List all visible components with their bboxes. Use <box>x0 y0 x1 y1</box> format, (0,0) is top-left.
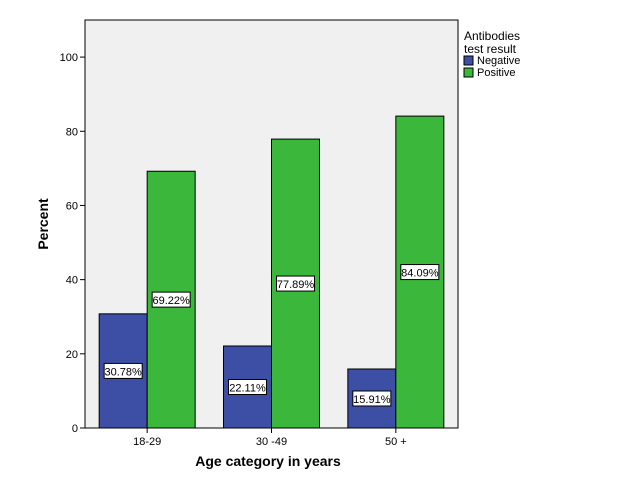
legend-swatch-positive <box>463 67 474 78</box>
x-tick-label: 50 + <box>385 436 407 448</box>
data-label-text: 69.22% <box>153 295 191 307</box>
data-label-positive-0: 69.22% <box>151 291 191 308</box>
legend-label-negative: Negative <box>477 55 520 67</box>
data-label-box <box>352 390 392 407</box>
data-label-box <box>228 378 267 395</box>
data-label-negative-1: 22.11% <box>228 378 267 395</box>
data-label-text: 22.11% <box>229 382 266 394</box>
data-label-negative-2: 15.91% <box>352 390 392 407</box>
x-tick-label: 18-29 <box>133 436 161 448</box>
legend-title: Antibodies <box>464 29 520 43</box>
y-tick-label: 60 <box>66 200 78 212</box>
data-label-text: 77.89% <box>277 279 315 291</box>
data-label-box <box>276 275 315 292</box>
data-label-negative-0: 30.78% <box>103 362 143 379</box>
data-label-text: 84.09% <box>401 268 439 280</box>
y-tick-label: 0 <box>72 423 78 435</box>
y-tick-label: 40 <box>66 275 78 287</box>
data-label-box <box>151 291 191 308</box>
x-axis-title: Age category in years <box>195 453 341 469</box>
data-label-text: 30.78% <box>105 366 143 378</box>
y-tick-label: 100 <box>60 52 78 64</box>
data-label-box <box>400 264 440 281</box>
legend-label-positive: Positive <box>477 67 516 79</box>
legend-swatch-negative <box>463 55 474 66</box>
x-tick-label: 30 -49 <box>256 436 287 448</box>
data-label-positive-1: 77.89% <box>276 275 315 292</box>
y-tick-label: 20 <box>66 349 78 361</box>
y-tick-label: 80 <box>66 126 78 138</box>
data-label-text: 15.91% <box>353 394 391 406</box>
data-label-box <box>103 362 143 379</box>
y-axis-title: Percent <box>35 198 51 250</box>
data-label-positive-2: 84.09% <box>400 264 440 281</box>
legend-title: test result <box>464 42 517 56</box>
